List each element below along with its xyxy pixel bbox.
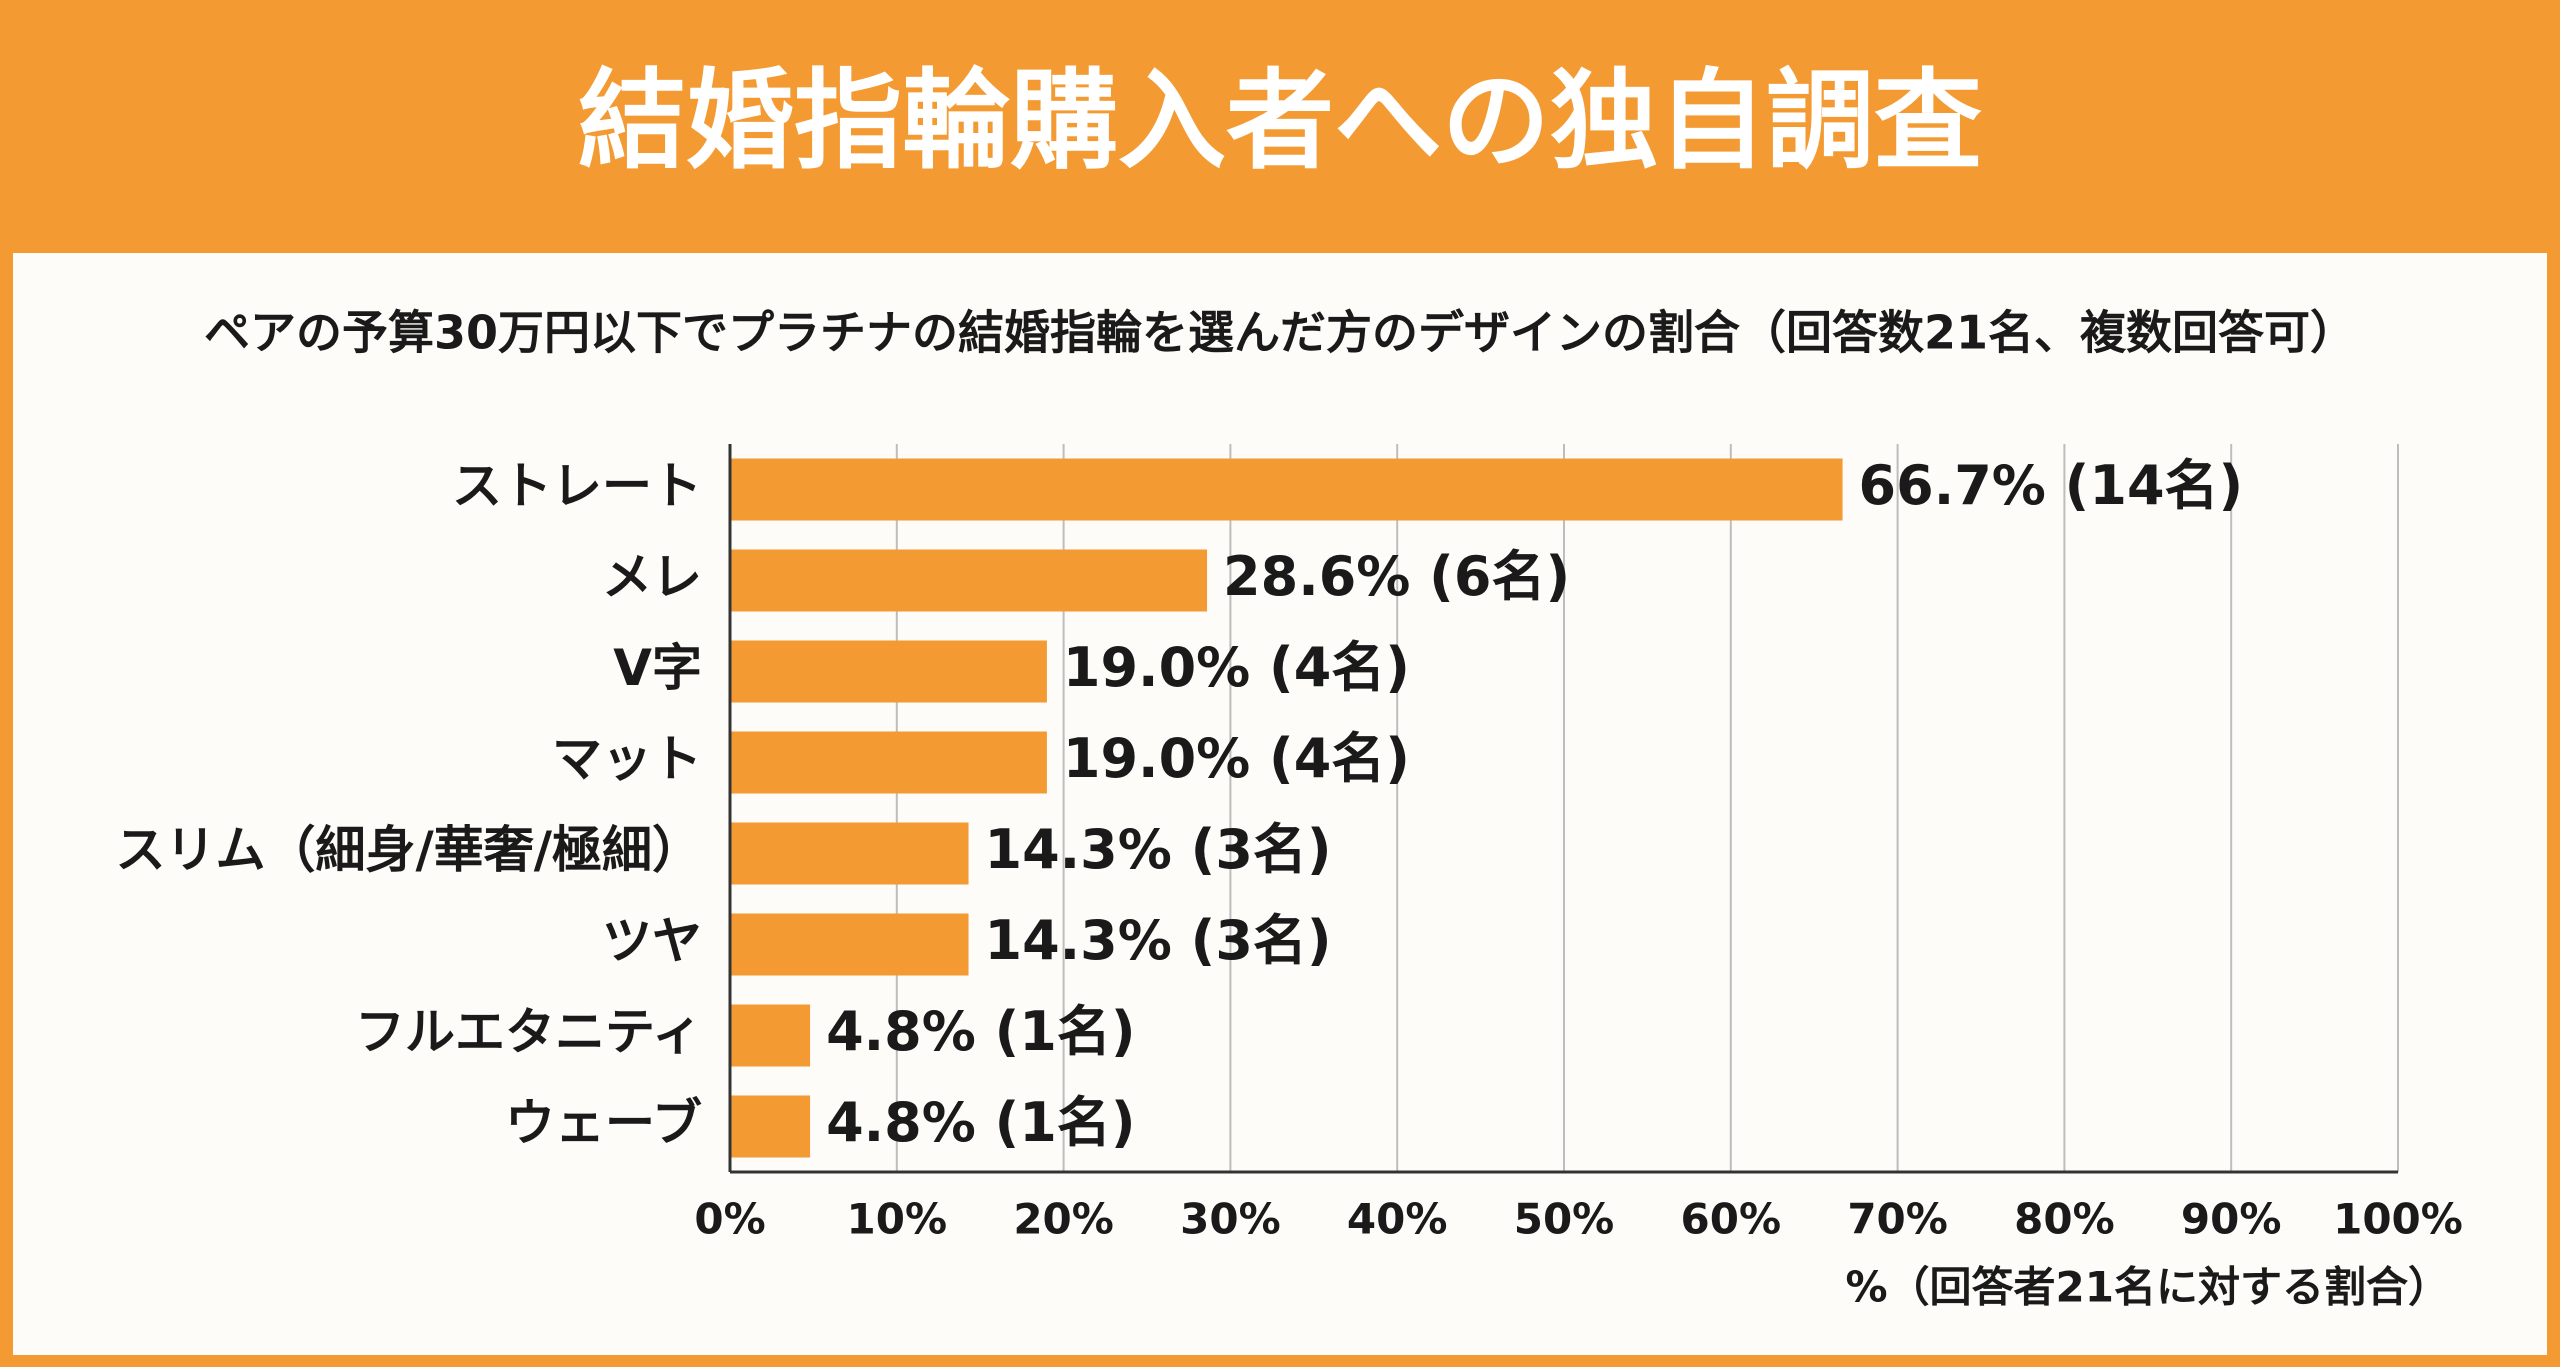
category-label: メレ	[602, 548, 702, 606]
bar	[730, 640, 1047, 703]
data-label: 28.6% (6名)	[1223, 545, 1570, 608]
data-label: 14.3% (3名)	[985, 909, 1332, 972]
category-label: スリム（細身/華奢/極細）	[115, 821, 702, 879]
bar	[730, 913, 969, 976]
x-tick-label: 100%	[2333, 1195, 2463, 1244]
data-label: 19.0% (4名)	[1063, 636, 1410, 699]
bar	[730, 549, 1208, 612]
bar	[730, 1004, 811, 1067]
category-label: マット	[552, 730, 702, 788]
data-label: 14.3% (3名)	[985, 818, 1332, 881]
x-tick-label: 80%	[2014, 1195, 2115, 1244]
x-tick-label: 30%	[1180, 1195, 1281, 1244]
data-label: 4.8% (1名)	[826, 1000, 1135, 1063]
chart-title: 結婚指輪購入者への独自調査	[578, 59, 1982, 184]
chart-subtitle: ペアの予算30万円以下でプラチナの結婚指輪を選んだ方のデザインの割合（回答数21…	[204, 306, 2356, 360]
data-label: 19.0% (4名)	[1063, 727, 1410, 790]
x-tick-label: 70%	[1847, 1195, 1948, 1244]
category-label: ウェーブ	[505, 1094, 702, 1152]
category-label: V字	[613, 639, 702, 697]
x-tick-label: 60%	[1681, 1195, 1782, 1244]
bar	[730, 822, 969, 885]
x-tick-label: 10%	[847, 1195, 948, 1244]
x-tick-label: 20%	[1013, 1195, 1114, 1244]
x-tick-label: 40%	[1347, 1195, 1448, 1244]
category-label: ストレート	[452, 457, 702, 515]
x-tick-label: 50%	[1514, 1195, 1615, 1244]
data-label: 66.7% (14名)	[1859, 454, 2244, 517]
category-label: フルエタニティ	[355, 1003, 702, 1061]
x-axis-label: %（回答者21名に対する割合）	[1845, 1263, 2450, 1312]
bar	[730, 1095, 811, 1158]
bar	[730, 458, 1843, 521]
category-label: ツヤ	[602, 912, 702, 970]
x-tick-label: 90%	[2181, 1195, 2282, 1244]
panel	[13, 253, 2547, 1355]
x-tick-label: 0%	[694, 1195, 765, 1244]
data-label: 4.8% (1名)	[826, 1091, 1135, 1154]
bar	[730, 731, 1047, 794]
